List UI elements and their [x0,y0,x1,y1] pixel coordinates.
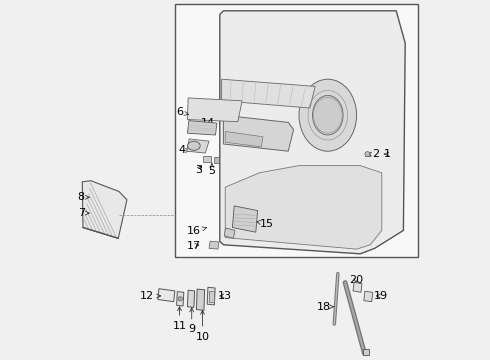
Polygon shape [158,289,175,302]
Polygon shape [209,241,219,249]
Ellipse shape [188,141,200,150]
Text: 6: 6 [176,107,189,117]
Polygon shape [187,98,242,122]
Bar [203,156,211,162]
Polygon shape [223,115,294,151]
Bar [175,4,418,257]
Text: 5: 5 [208,163,216,176]
Ellipse shape [299,79,357,151]
Text: 15: 15 [257,219,273,229]
Text: 18: 18 [317,302,334,312]
Text: 19: 19 [374,291,388,301]
Polygon shape [225,131,263,147]
Polygon shape [364,291,373,302]
Polygon shape [224,228,235,238]
Bar [365,152,370,156]
Text: 9: 9 [188,308,196,334]
Bar [214,157,219,163]
Text: 8: 8 [77,192,89,202]
Text: 17: 17 [187,240,201,251]
Polygon shape [187,139,209,153]
Text: 16: 16 [187,226,207,236]
Text: 2: 2 [368,149,379,159]
Polygon shape [207,287,215,305]
Circle shape [365,152,370,157]
Ellipse shape [313,95,343,135]
Text: 1: 1 [384,149,391,159]
Polygon shape [353,282,362,292]
Text: 10: 10 [196,310,210,342]
Polygon shape [225,166,382,249]
Polygon shape [82,181,127,238]
Text: 20: 20 [349,275,363,285]
Text: 14: 14 [201,118,215,128]
Polygon shape [232,206,258,232]
Text: 7: 7 [77,208,89,218]
Polygon shape [187,290,195,307]
Text: 3: 3 [195,165,202,175]
Polygon shape [221,79,315,108]
Text: 4: 4 [178,145,189,156]
Circle shape [178,297,182,301]
Polygon shape [176,292,184,306]
Bar [209,291,214,302]
Polygon shape [220,11,405,254]
Text: 11: 11 [172,307,187,331]
Text: 12: 12 [140,291,161,301]
Text: 13: 13 [218,291,232,301]
Bar [363,349,369,355]
Polygon shape [196,289,205,310]
Polygon shape [187,121,217,135]
